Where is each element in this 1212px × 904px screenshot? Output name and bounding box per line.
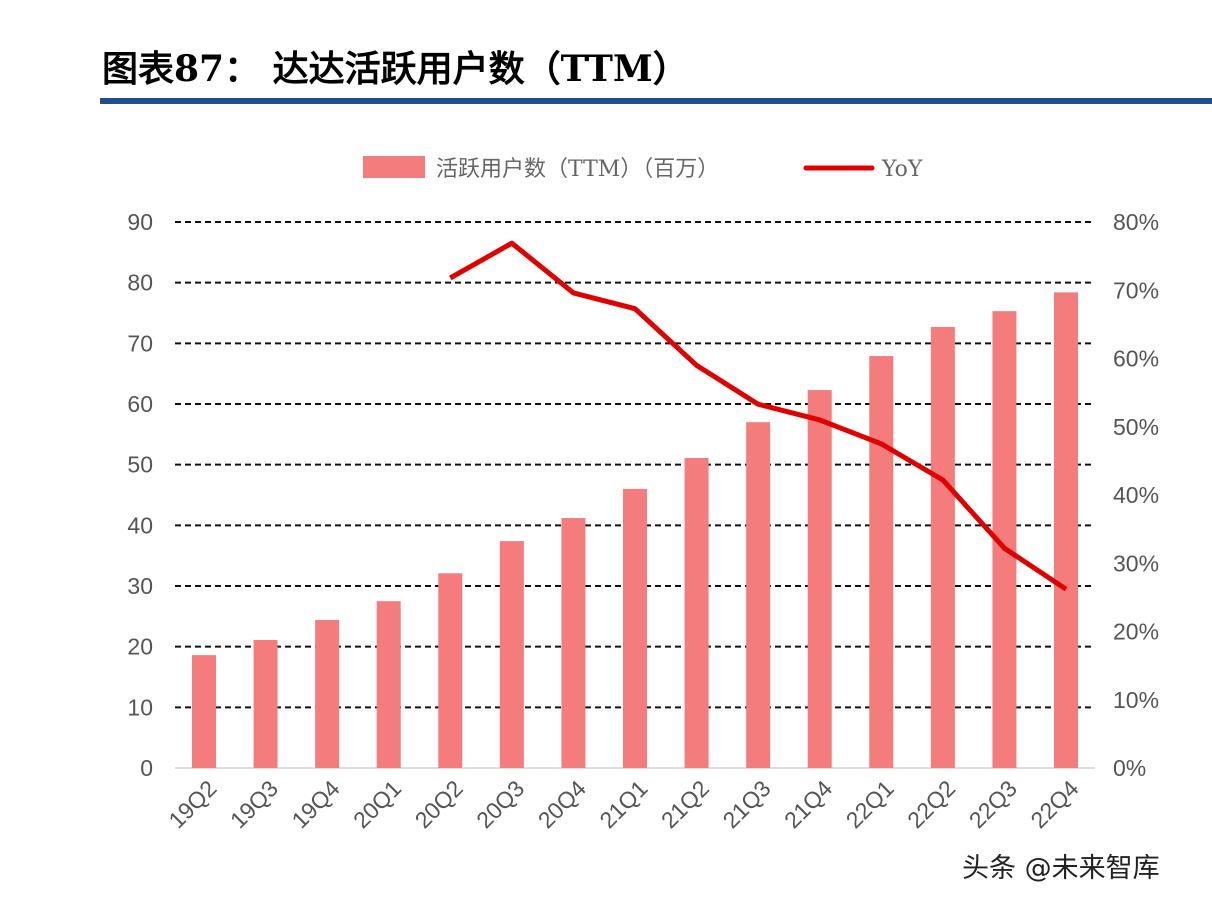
bar [315, 619, 340, 768]
y2-tick-label: 40% [1113, 482, 1159, 508]
bar [869, 356, 894, 768]
chart-title: 图表87： 达达活跃用户数（TTM） [102, 48, 689, 90]
bar [376, 601, 401, 768]
x-tick-label: 21Q2 [656, 775, 714, 833]
x-tick-label: 20Q2 [410, 775, 468, 833]
x-tick-label: 19Q3 [225, 775, 283, 833]
y-tick-label: 20 [127, 634, 153, 660]
legend-line-label: YoY [881, 157, 923, 182]
y2-tick-label: 50% [1113, 414, 1159, 440]
bar [684, 457, 709, 768]
y-tick-label: 60 [127, 391, 153, 417]
y2-tick-label: 80% [1113, 209, 1159, 235]
watermark: 头条 @未来智库 [962, 853, 1160, 884]
y-tick-label: 0 [140, 755, 153, 781]
y-tick-label: 10 [127, 694, 153, 720]
x-tick-label: 20Q4 [533, 775, 591, 833]
x-tick-label: 21Q1 [594, 775, 652, 833]
x-tick-label: 22Q1 [841, 775, 899, 833]
bar [1054, 292, 1078, 768]
x-tick-label: 19Q2 [163, 775, 221, 833]
x-tick-label: 22Q2 [902, 775, 960, 833]
x-tick-label: 20Q3 [471, 775, 529, 833]
x-tick-label: 21Q3 [718, 775, 776, 833]
y2-tick-label: 70% [1113, 277, 1159, 303]
x-tick-label: 22Q3 [964, 775, 1022, 833]
bar [561, 518, 586, 768]
bar [807, 390, 832, 768]
title-divider [100, 98, 1212, 104]
y-tick-label: 30 [127, 573, 153, 599]
x-tick-label: 19Q4 [287, 775, 345, 833]
x-tick-label: 21Q4 [779, 775, 837, 833]
bar [746, 422, 771, 768]
bar [192, 655, 216, 768]
y2-tick-label: 60% [1113, 346, 1159, 372]
y-tick-label: 90 [127, 209, 153, 235]
legend-bar-swatch [363, 156, 425, 178]
bar [623, 488, 647, 768]
legend-bar-label: 活跃用户数（TTM）（百万） [436, 157, 719, 182]
x-tick-label: 22Q4 [1025, 775, 1083, 833]
y2-tick-label: 30% [1113, 550, 1159, 576]
bar [253, 639, 278, 768]
y2-tick-label: 20% [1113, 619, 1159, 645]
y2-tick-label: 10% [1113, 687, 1159, 713]
bar [499, 541, 524, 768]
x-tick-label: 20Q1 [348, 775, 406, 833]
y-tick-label: 50 [127, 452, 153, 478]
bar [438, 573, 463, 768]
y-tick-label: 80 [127, 270, 153, 296]
bar [930, 326, 955, 768]
y-tick-label: 70 [127, 330, 153, 356]
y2-tick-label: 0% [1113, 755, 1146, 781]
y-tick-label: 40 [127, 512, 153, 538]
